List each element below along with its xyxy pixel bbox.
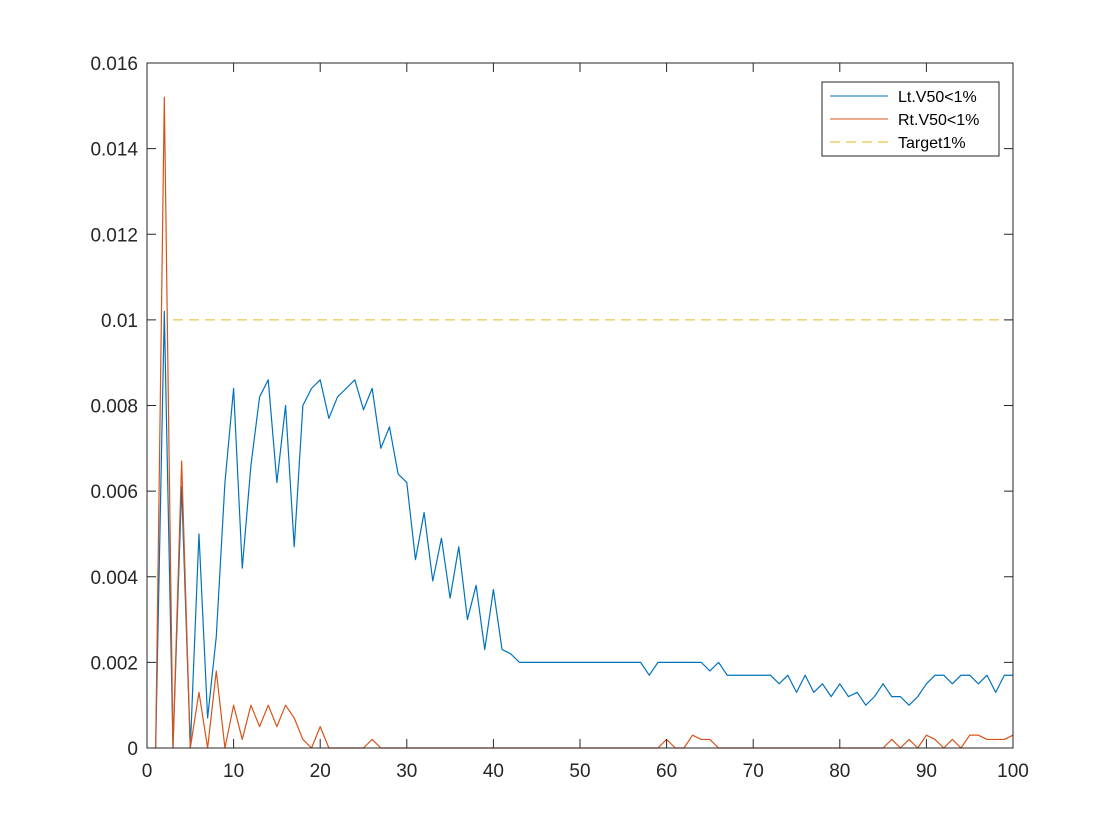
y-tick-label: 0.006 bbox=[90, 482, 138, 503]
x-tick-label: 50 bbox=[569, 761, 590, 782]
x-tick-label: 70 bbox=[743, 761, 764, 782]
y-tick-label: 0.014 bbox=[90, 140, 138, 161]
legend: Lt.V50<1% Rt.V50<1% Target1% bbox=[821, 81, 1000, 157]
y-tick-label: 0.012 bbox=[90, 225, 138, 246]
x-tick-label: 20 bbox=[310, 761, 331, 782]
x-tick-label: 0 bbox=[142, 761, 153, 782]
legend-label-rt-v50: Rt.V50<1% bbox=[898, 112, 979, 129]
plot-background bbox=[147, 63, 1013, 748]
y-tick-label: 0.004 bbox=[90, 568, 138, 589]
x-tick-label: 30 bbox=[396, 761, 417, 782]
tick-layer: 0 10 20 30 40 50 60 70 80 90 100 0 0.002 0.004 0.006 0.… bbox=[90, 54, 1028, 782]
y-tick-label: 0.008 bbox=[90, 397, 138, 418]
y-tick-label: 0.016 bbox=[90, 54, 138, 75]
x-tick-label: 100 bbox=[997, 761, 1029, 782]
x-tick-label: 10 bbox=[223, 761, 244, 782]
legend-label-target: Target1% bbox=[898, 135, 966, 152]
y-tick-label: 0.002 bbox=[90, 653, 138, 674]
y-tick-label: 0.01 bbox=[101, 311, 138, 332]
x-tick-label: 40 bbox=[483, 761, 504, 782]
x-tick-label: 80 bbox=[829, 761, 850, 782]
series-line-0 bbox=[155, 310, 1013, 749]
x-tick-label: 60 bbox=[656, 761, 677, 782]
legend-label-lt-v50: Lt.V50<1% bbox=[898, 89, 977, 106]
x-tick-label: 90 bbox=[916, 761, 937, 782]
y-tick-label: 0 bbox=[127, 739, 138, 760]
